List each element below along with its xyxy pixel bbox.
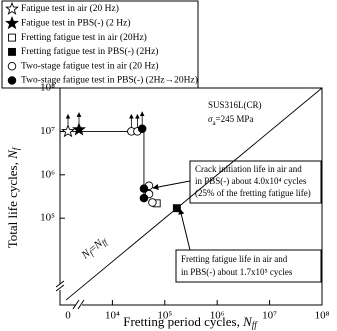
- x-tick-label: 10⁵: [157, 310, 172, 322]
- legend-label: Fatigue test in air (20 Hz): [21, 3, 119, 14]
- label-part: ff: [252, 320, 259, 330]
- circle-marker: [7, 76, 17, 85]
- annotation-box: [175, 249, 322, 283]
- step-line: [60, 130, 145, 201]
- square-marker: [8, 33, 16, 42]
- stress-sub: a: [212, 119, 216, 127]
- circle-marker: [137, 124, 147, 134]
- label-part: Total life cycles,: [5, 159, 20, 248]
- x-tick-label: 10⁶: [210, 310, 225, 322]
- circle-marker: [7, 61, 17, 71]
- annotation-arrow: [178, 208, 191, 251]
- x-tick-label: 10⁴: [105, 310, 120, 322]
- star-marker: [5, 16, 19, 30]
- identity-line: [65, 87, 323, 301]
- legend-label: Two-stage fatigue test in PBS(-) (2Hz→20…: [21, 75, 198, 86]
- x-tick-label: 0: [65, 310, 71, 322]
- label-part: N: [5, 149, 20, 160]
- legend-label: Fretting fatigue test in air (20Hz): [21, 32, 147, 43]
- annotation: Fretting fatigue life in air and: [181, 254, 288, 264]
- stress: σa=245 MPa: [208, 114, 253, 127]
- x-axis-title: Fretting period cycles, Nff: [123, 314, 258, 330]
- axis-break: [55, 280, 85, 310]
- legend: Fatigue test in air (20 Hz) Fatigue test …: [1, 0, 199, 89]
- legend-label: Fatigue test in PBS(-) (2 Hz): [21, 17, 131, 28]
- material: SUS316L(CR): [208, 100, 262, 110]
- square-marker: [172, 204, 181, 213]
- annotation: in PBS(-) about 1.7x10⁵ cycles: [181, 267, 293, 277]
- x-tick-label: 10⁷: [262, 310, 277, 322]
- circle-marker: [148, 198, 157, 207]
- legend-label: Two-stage fatigue test in air (20 Hz): [21, 60, 159, 71]
- legend-frame: [1, 0, 199, 89]
- label-part: f: [88, 248, 97, 258]
- label-part: f: [11, 146, 21, 150]
- x-tick-label: 10⁸: [315, 310, 330, 322]
- identity-label: Nf=Nff: [78, 233, 110, 262]
- label-part: ff: [100, 237, 111, 248]
- y-tick-label: 10⁸: [40, 82, 55, 94]
- stress-value: =245 MPa: [216, 114, 254, 124]
- circle-marker: [139, 193, 149, 203]
- y-tick-label: 10⁷: [40, 125, 55, 137]
- legend-label: Fretting fatigue test in PBS(-) (2Hz): [21, 46, 158, 57]
- label-part: N: [242, 314, 253, 329]
- annotation: Crack initiation life in air and: [195, 164, 302, 174]
- y-tick-label: 10⁵: [40, 212, 55, 224]
- star-marker: [5, 1, 19, 15]
- label-part: Fretting period cycles,: [123, 314, 243, 329]
- y-tick-label: 10⁶: [40, 168, 55, 180]
- square-marker: [8, 47, 16, 56]
- star-marker: [61, 124, 75, 138]
- annotation: (25% of the fretting fatigue life): [195, 188, 311, 198]
- star-marker: [72, 122, 86, 136]
- annotation-box: [189, 160, 322, 204]
- y-axis-title: Total life cycles, Nf: [5, 146, 21, 248]
- annotation: in PBS(-) about 4.0x10⁴ cycles: [195, 176, 307, 186]
- stress-symbol: σ: [208, 114, 213, 124]
- circle-marker: [139, 184, 149, 193]
- annotation-arrow: [152, 180, 191, 190]
